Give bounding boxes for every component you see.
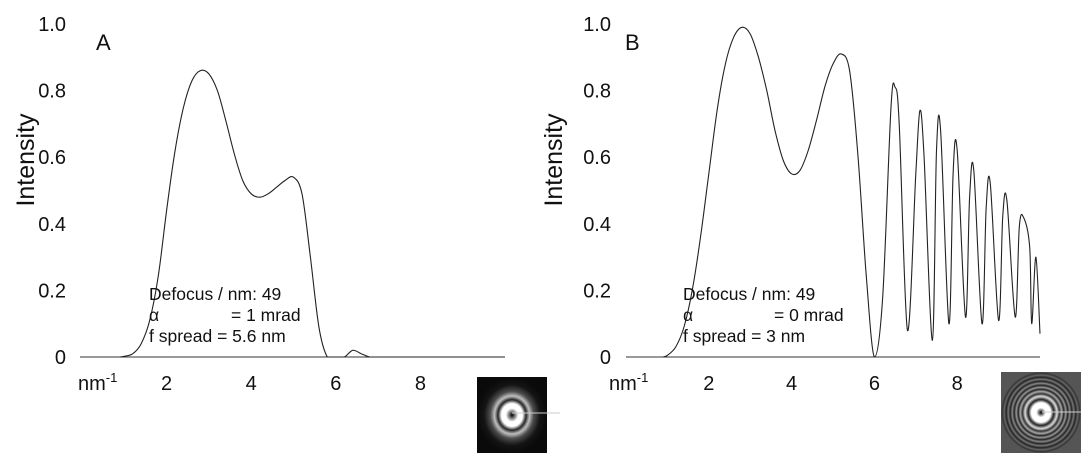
x-unit-label: nm-1 bbox=[78, 370, 117, 395]
y-tick-label: 0.2 bbox=[38, 280, 66, 302]
panel-a: 0 0.2 0.4 0.6 0.8 1.0 2 4 6 8 Intensity nm-1 A D… bbox=[12, 14, 560, 453]
annotation-defocus: Defocus / nm: 49 bbox=[149, 284, 281, 304]
y-tick-label: 0 bbox=[600, 347, 611, 369]
annotation-alpha-value: = 0 mrad bbox=[774, 305, 844, 325]
annotation-alpha-symbol: α bbox=[683, 305, 693, 325]
x-tick-label: 6 bbox=[869, 373, 880, 395]
y-tick-label: 0.2 bbox=[583, 280, 611, 302]
diffraction-ring-image bbox=[1001, 372, 1081, 453]
diffraction-ring-a bbox=[477, 377, 547, 453]
y-axis-label: Intensity bbox=[540, 113, 568, 207]
x-tick-label: 8 bbox=[415, 373, 426, 395]
x-tick-label: 2 bbox=[161, 373, 172, 395]
y-axis-label: Intensity bbox=[12, 113, 40, 207]
annotation-defocus: Defocus / nm: 49 bbox=[683, 284, 815, 304]
panel-label: A bbox=[96, 30, 111, 55]
x-tick-label: 8 bbox=[952, 373, 963, 395]
panel-b: 0 0.2 0.4 0.6 0.8 1.0 2 4 6 8 Intensity nm-1 B D… bbox=[540, 14, 1081, 453]
y-tick-label: 0.8 bbox=[38, 81, 66, 103]
x-unit-label: nm-1 bbox=[609, 370, 648, 395]
x-tick-label: 6 bbox=[330, 373, 341, 395]
x-tick-labels: 2 4 6 8 bbox=[161, 373, 426, 395]
annotation-f-spread: f spread = 5.6 nm bbox=[149, 326, 286, 346]
y-tick-labels: 0 0.2 0.4 0.6 0.8 1.0 bbox=[583, 14, 611, 369]
x-tick-label: 2 bbox=[703, 373, 714, 395]
annotation-f-spread: f spread = 3 nm bbox=[683, 326, 805, 346]
x-tick-label: 4 bbox=[786, 373, 797, 395]
annotation-alpha-value: = 1 mrad bbox=[231, 305, 301, 325]
y-tick-label: 0.6 bbox=[583, 147, 611, 169]
annotation-alpha-symbol: α bbox=[149, 305, 159, 325]
x-tick-label: 4 bbox=[246, 373, 257, 395]
panel-label: B bbox=[625, 30, 640, 55]
annotation-block: Defocus / nm: 49 α = 1 mrad f spread = 5… bbox=[149, 284, 301, 346]
y-tick-label: 0.4 bbox=[38, 214, 66, 236]
y-tick-labels: 0 0.2 0.4 0.6 0.8 1.0 bbox=[38, 14, 66, 369]
y-tick-label: 1.0 bbox=[583, 14, 611, 36]
y-tick-label: 0.8 bbox=[583, 81, 611, 103]
y-tick-label: 1.0 bbox=[38, 14, 66, 36]
y-tick-label: 0 bbox=[55, 347, 66, 369]
series-line bbox=[120, 69, 505, 358]
y-tick-label: 0.4 bbox=[583, 214, 611, 236]
diffraction-ring-image bbox=[477, 377, 560, 453]
series-line bbox=[663, 26, 1041, 358]
x-tick-labels: 2 4 6 8 bbox=[703, 373, 963, 395]
y-tick-label: 0.6 bbox=[38, 147, 66, 169]
annotation-block: Defocus / nm: 49 α = 0 mrad f spread = 3… bbox=[683, 284, 844, 346]
